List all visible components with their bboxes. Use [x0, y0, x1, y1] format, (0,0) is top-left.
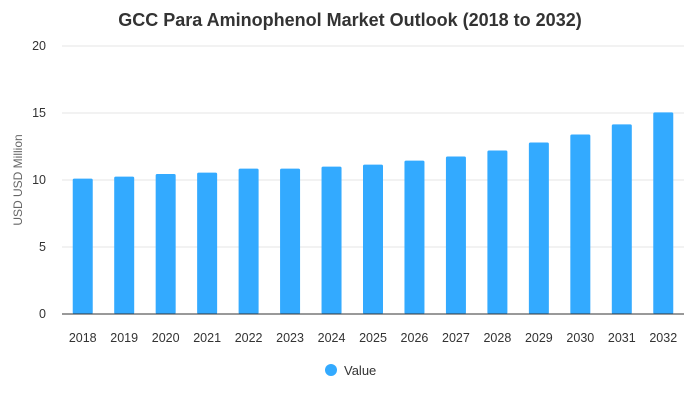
x-tick-label: 2030 — [566, 331, 594, 345]
bar-2020[interactable] — [155, 173, 176, 314]
x-tick-label: 2025 — [359, 331, 387, 345]
y-tick-label: 0 — [39, 307, 46, 321]
x-tick-label: 2031 — [608, 331, 636, 345]
bar-2028[interactable] — [487, 150, 508, 314]
bar-2029[interactable] — [528, 142, 549, 314]
y-tick-label: 10 — [32, 173, 46, 187]
x-tick-label: 2029 — [525, 331, 553, 345]
bar-series — [72, 112, 674, 314]
bar-2019[interactable] — [114, 176, 135, 314]
x-tick-label: 2032 — [649, 331, 677, 345]
legend: Value — [325, 363, 376, 378]
y-axis-label: USD USD Million — [11, 134, 25, 225]
legend-swatch-value — [325, 364, 337, 376]
x-tick-label: 2022 — [235, 331, 263, 345]
y-tick-label: 15 — [32, 106, 46, 120]
chart-title: GCC Para Aminophenol Market Outlook (201… — [118, 10, 581, 30]
bar-2023[interactable] — [280, 168, 301, 314]
bar-2030[interactable] — [570, 134, 591, 314]
y-axis-ticks: 0 5 10 15 20 — [32, 39, 46, 321]
y-tick-label: 20 — [32, 39, 46, 53]
x-tick-label: 2026 — [401, 331, 429, 345]
y-tick-label: 5 — [39, 240, 46, 254]
x-tick-label: 2028 — [483, 331, 511, 345]
bar-2026[interactable] — [404, 160, 425, 314]
x-axis-ticks: 2018 2019 2020 2021 2022 2023 2024 2025 2026 2027… — [69, 331, 677, 345]
x-tick-label: 2024 — [318, 331, 346, 345]
bar-2031[interactable] — [611, 124, 632, 314]
bar-2027[interactable] — [445, 156, 466, 314]
x-tick-label: 2027 — [442, 331, 470, 345]
bar-2018[interactable] — [72, 178, 93, 314]
bar-2025[interactable] — [363, 164, 383, 314]
bar-2021[interactable] — [197, 172, 218, 314]
x-tick-label: 2019 — [110, 331, 138, 345]
x-tick-label: 2020 — [152, 331, 180, 345]
bar-2022[interactable] — [238, 168, 259, 314]
bar-2032[interactable] — [653, 112, 674, 314]
x-tick-label: 2018 — [69, 331, 97, 345]
x-tick-label: 2023 — [276, 331, 304, 345]
legend-label-value: Value — [344, 363, 376, 378]
bar-2024[interactable] — [321, 166, 342, 314]
x-tick-label: 2021 — [193, 331, 221, 345]
